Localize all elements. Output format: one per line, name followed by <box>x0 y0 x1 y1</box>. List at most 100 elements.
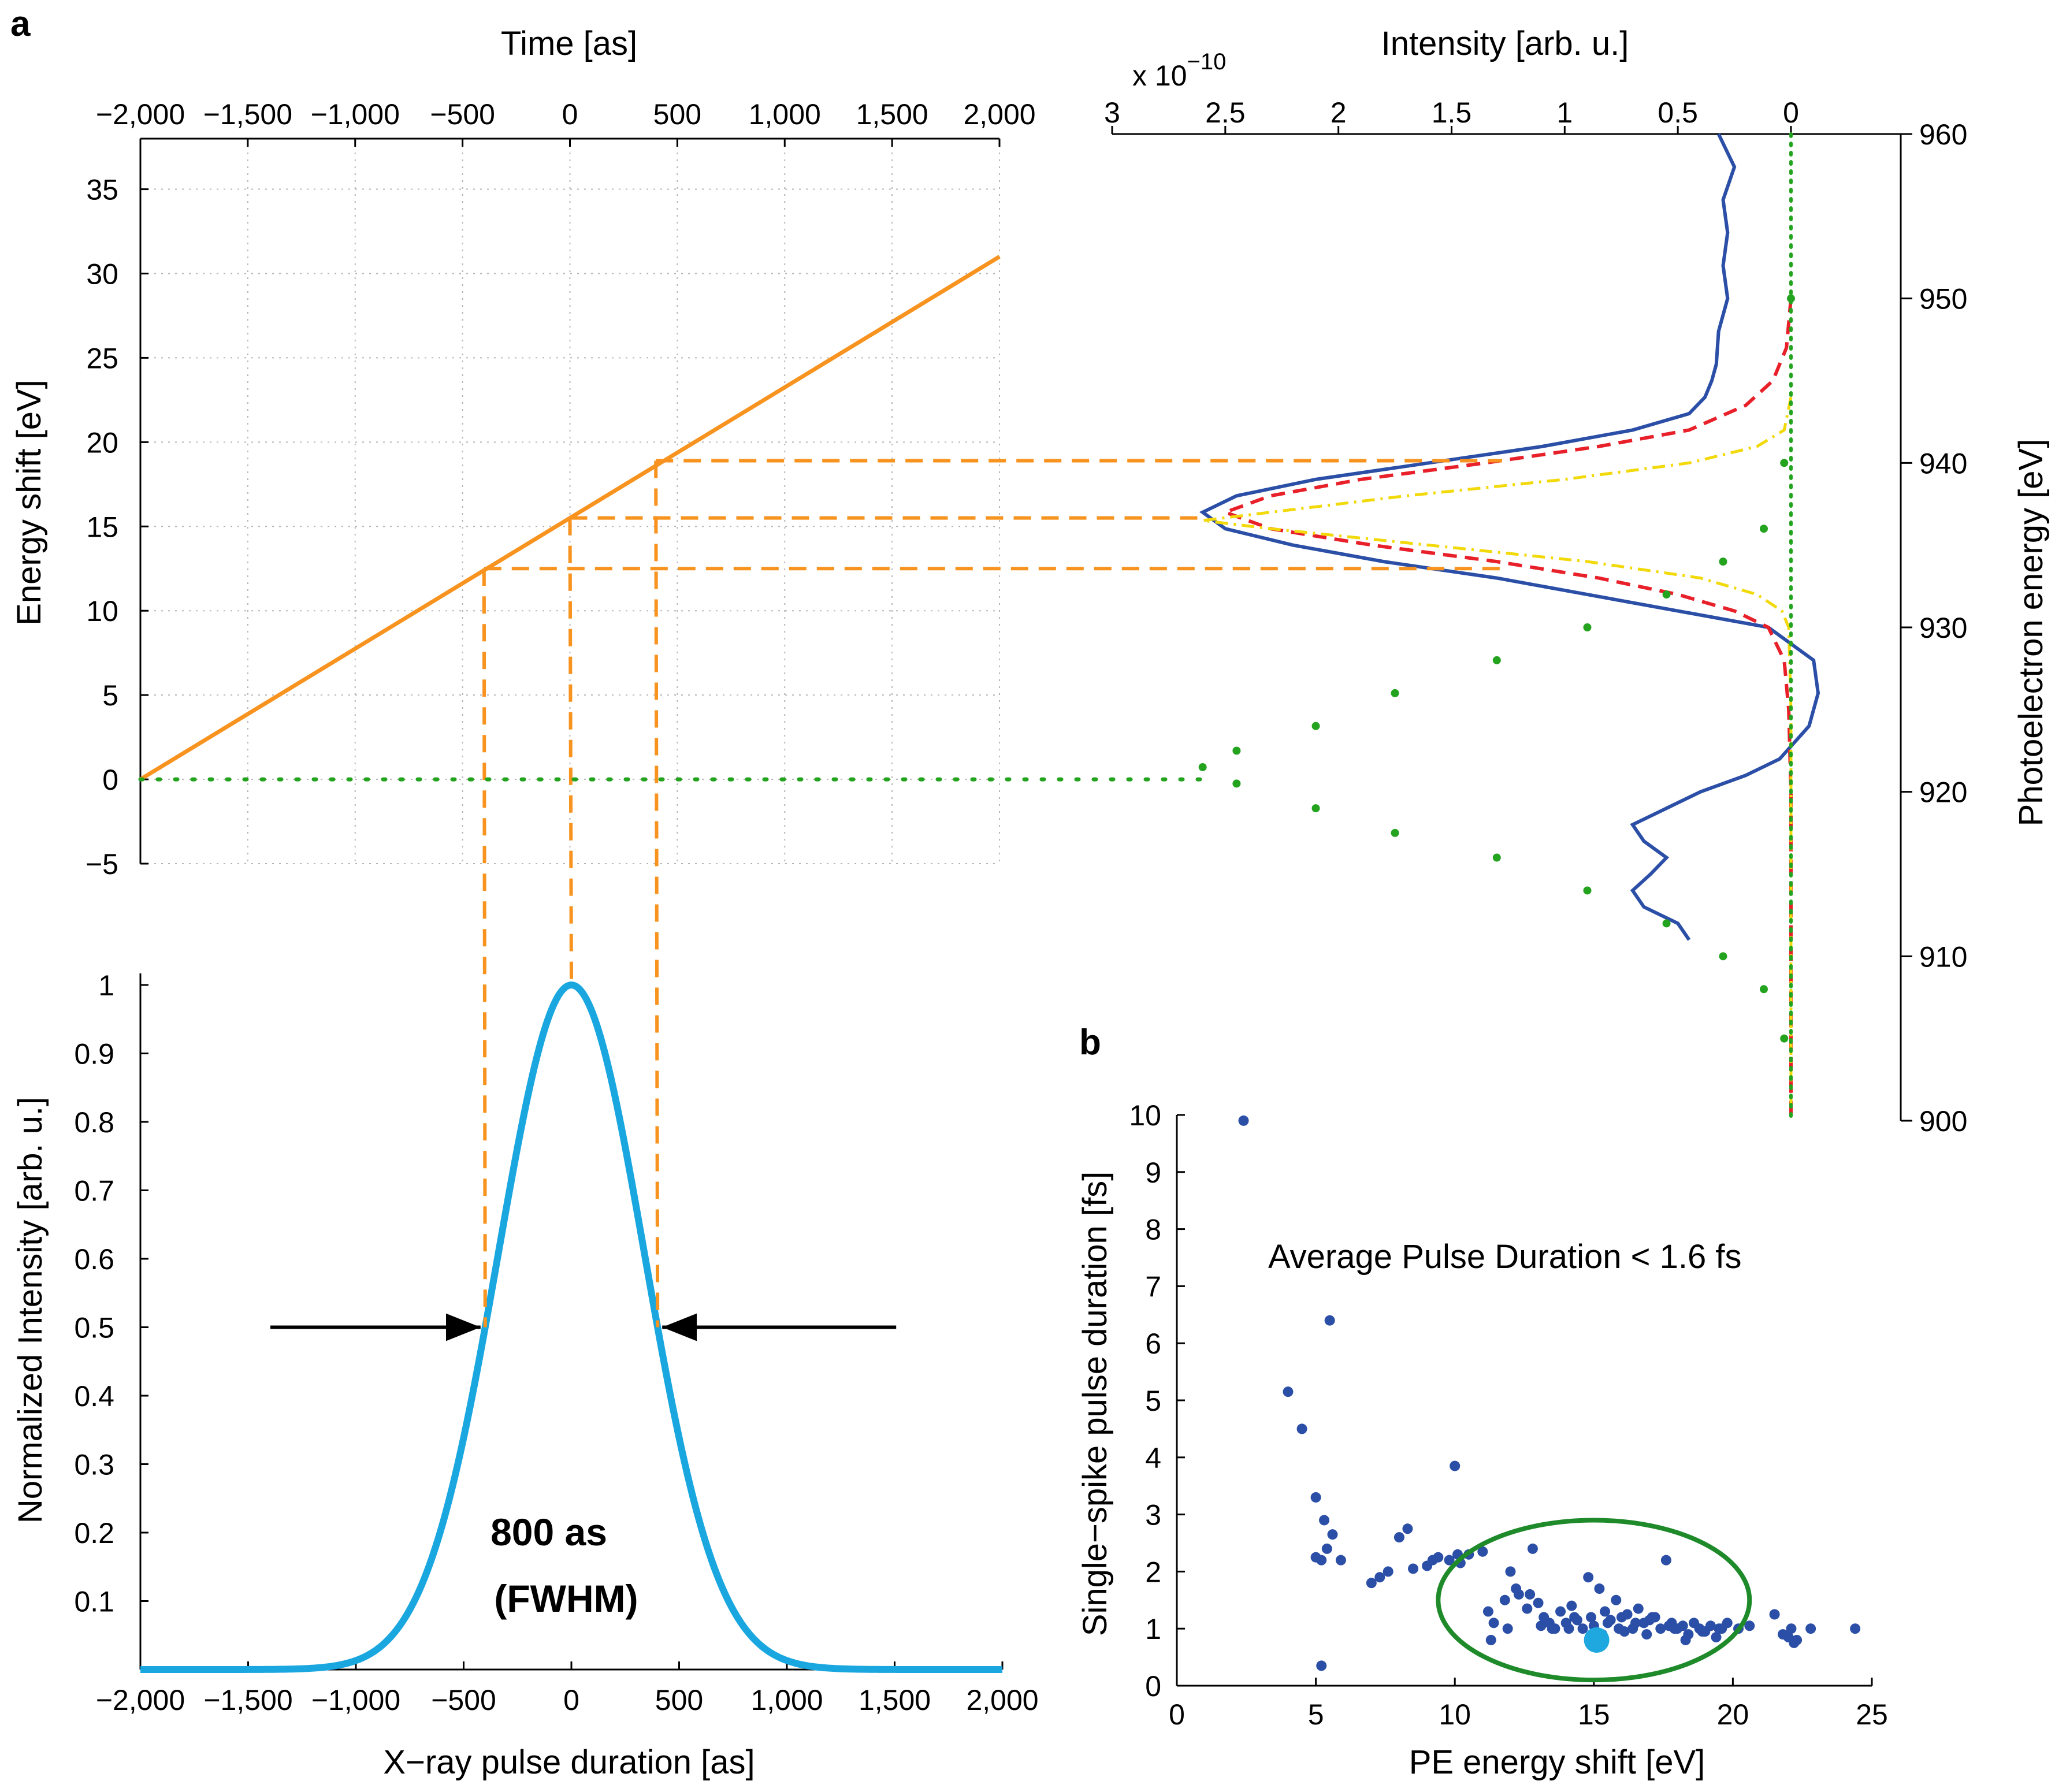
chirp-mapping-dot <box>1787 294 1795 303</box>
x-tick-label: 0 <box>563 1684 579 1716</box>
y-tick-label: 8 <box>1145 1214 1161 1246</box>
scatter-points <box>1238 1115 1861 1683</box>
scatter-point <box>1488 1618 1499 1629</box>
y-tick-label: 910 <box>1919 940 1967 973</box>
fwhm-unit-label: (FWHM) <box>494 1577 638 1620</box>
x-tick-label: −500 <box>430 98 495 131</box>
chirp-mapping-dot <box>1760 525 1768 533</box>
spectrum-chart: 3 2.5 2 1.5 1 0.5 0 900 910 920 930 940 950 960 Inte… <box>1104 25 2050 1137</box>
x-tick-label: 15 <box>1578 1698 1610 1731</box>
chirp-mapping-dot <box>1719 952 1727 961</box>
x-tick-label: 1,500 <box>856 98 928 131</box>
scatter-point <box>1583 1572 1594 1583</box>
chirp-mapping-dot <box>1662 919 1671 928</box>
chirp-mapping-dot <box>1198 763 1207 771</box>
scatter-point <box>1444 1555 1455 1566</box>
chirp-vertical-connector <box>654 460 660 1328</box>
x-tick-label: −1,500 <box>203 98 292 131</box>
y-tick-label: 0.1 <box>74 1586 114 1618</box>
scatter-point <box>1296 1423 1307 1434</box>
scatter-point <box>1450 1460 1461 1471</box>
y-tick-label: 5 <box>102 679 118 712</box>
scatter-point <box>1374 1572 1385 1583</box>
x-tick-label: 0 <box>1783 96 1799 129</box>
scatter-point <box>1321 1543 1332 1554</box>
scatter-point <box>1630 1618 1641 1629</box>
pulse-profile-y-ticks: 0.1 0.2 0.3 0.4 0.5 0.6 0.7 0.8 0.9 1 <box>74 969 148 1618</box>
y-tick-label: 900 <box>1919 1105 1967 1137</box>
pulse-profile-axes <box>139 973 1002 1671</box>
pulse-profile-series <box>139 981 1004 1673</box>
scatter-point <box>1569 1612 1580 1623</box>
chirp-mapping-dot <box>1760 985 1768 994</box>
panel-label-a: a <box>10 4 31 44</box>
spectrum-series <box>1198 132 1820 1122</box>
spectrum-right-axis-label: Photoelectron energy [eV] <box>2012 439 2050 827</box>
scatter-y-axis-label: Single−spike pulse duration [fs] <box>1076 1172 1114 1636</box>
y-tick-label: 0.8 <box>74 1106 114 1139</box>
x-tick-label: 0 <box>1169 1698 1185 1731</box>
y-tick-label: 930 <box>1919 612 1967 644</box>
scatter-point <box>1677 1620 1688 1631</box>
scatter-point <box>1525 1589 1536 1600</box>
energy-shift-y-ticks: −5 0 5 10 15 20 25 30 35 <box>86 174 148 880</box>
spectrum-top-ticks: 3 2.5 2 1.5 1 0.5 0 <box>1104 96 1799 134</box>
scatter-y-ticks: 0 1 2 3 4 5 6 7 8 9 10 <box>1129 1099 1185 1702</box>
scatter-axes <box>1176 1115 1872 1687</box>
scatter-point <box>1324 1315 1335 1326</box>
chirp-mapping-dot <box>1311 804 1320 813</box>
x-tick-label: −1,000 <box>311 98 400 131</box>
pulse-profile-x-ticks: −2,000 −1,500 −1,000 −500 0 500 1,000 1,500 2,00… <box>96 1661 1039 1716</box>
x-tick-label: 500 <box>653 98 701 131</box>
x-tick-label: 2 <box>1331 96 1347 129</box>
scatter-point <box>1335 1555 1346 1566</box>
scatter-point <box>1697 1626 1708 1637</box>
scatter-point <box>1769 1609 1780 1620</box>
y-tick-label: 30 <box>86 258 118 290</box>
simulated-spectrum-red <box>1220 298 1793 1121</box>
y-tick-label: 6 <box>1145 1328 1161 1360</box>
y-tick-label: 0.4 <box>74 1380 114 1412</box>
scatter-point <box>1633 1603 1644 1614</box>
scatter-point <box>1711 1632 1722 1643</box>
scatter-point <box>1499 1594 1510 1605</box>
y-tick-label: 920 <box>1919 776 1967 809</box>
y-tick-label: 5 <box>1145 1385 1161 1417</box>
scatter-point <box>1563 1623 1574 1634</box>
scatter-point <box>1680 1634 1691 1645</box>
spectrum-multiplier-exp: −10 <box>1187 49 1227 75</box>
scatter-point <box>1786 1623 1797 1634</box>
y-tick-label: 0.6 <box>74 1243 114 1276</box>
x-tick-label: 0.5 <box>1658 96 1698 129</box>
scatter-point <box>1316 1660 1327 1671</box>
scatter-point <box>1505 1566 1516 1577</box>
gaussian-pulse-curve <box>139 981 1004 1673</box>
simulated-spectrum-yellow <box>1202 396 1793 1121</box>
y-tick-label: 25 <box>86 342 118 374</box>
scatter-point <box>1619 1626 1630 1637</box>
chirp-mapping-dot <box>1719 557 1727 566</box>
scatter-point <box>1502 1623 1513 1634</box>
scatter-point <box>1527 1543 1538 1554</box>
chirp-mapping-dot <box>1662 590 1671 599</box>
chirp-mapping-dot <box>1232 746 1241 755</box>
chirp-mapping-connectors <box>138 459 1505 1328</box>
energy-shift-top-axis-label: Time [as] <box>501 25 637 62</box>
panel-label-b: b <box>1079 1023 1101 1062</box>
chirp-mapping-dot <box>1492 656 1501 664</box>
measured-spectrum-line <box>1199 133 1820 941</box>
scatter-point <box>1705 1620 1716 1631</box>
y-tick-label: 0.7 <box>74 1175 114 1207</box>
y-tick-label: 2 <box>1145 1556 1161 1588</box>
x-tick-label: −2,000 <box>96 1684 185 1716</box>
x-tick-label: 0 <box>562 98 578 131</box>
x-tick-label: −1,500 <box>203 1684 292 1716</box>
scatter-point <box>1669 1623 1680 1634</box>
scatter-point <box>1511 1583 1522 1594</box>
cluster-ellipse <box>1436 1518 1752 1683</box>
chirp-vertical-connector <box>482 568 487 1328</box>
y-tick-label: 0.3 <box>74 1449 114 1481</box>
scatter-point <box>1383 1566 1393 1577</box>
x-tick-label: 2,000 <box>966 1684 1038 1716</box>
